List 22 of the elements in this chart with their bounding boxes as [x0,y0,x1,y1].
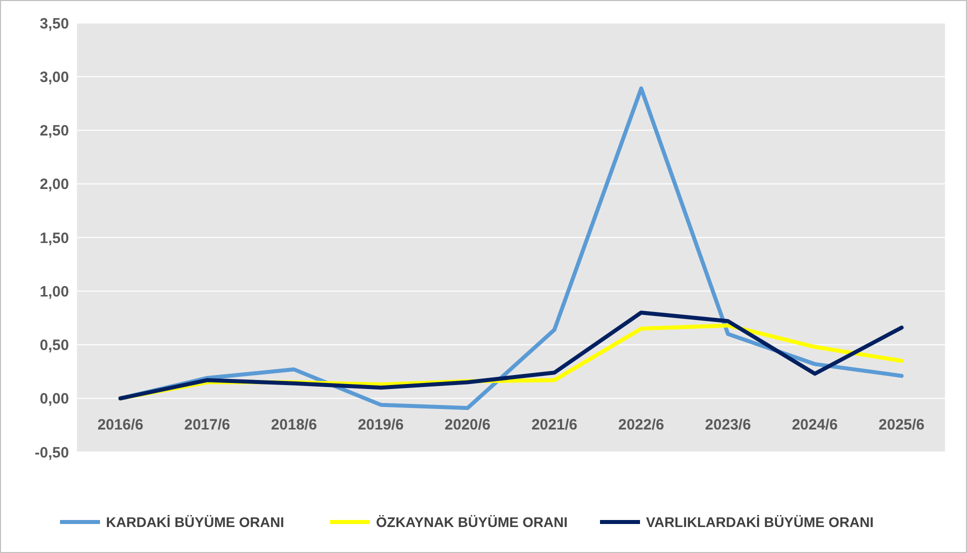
x-tick-label: 2017/6 [184,416,230,434]
x-tick-label: 2025/6 [878,416,925,434]
y-tick-label: 2,50 [40,122,69,140]
x-tick-label: 2018/6 [271,416,317,434]
x-tick-label: 2016/6 [97,416,144,434]
y-tick-label: 3,50 [40,15,69,32]
x-tick-label: 2022/6 [618,416,664,434]
x-tick-label: 2021/6 [531,416,578,434]
x-tick-label: 2024/6 [792,416,838,434]
y-tick-label: 2,00 [40,176,69,194]
y-tick-label: 0,00 [40,390,69,408]
y-tick-label: 1,00 [40,283,69,300]
x-tick-label: 2019/6 [358,416,404,434]
y-tick-label: 3,00 [40,68,69,86]
y-tick-label: -0,50 [34,444,69,462]
legend-label: ÖZKAYNAK BÜYÜME ORANI [376,514,568,530]
legend-label: KARDAKİ BÜYÜME ORANI [106,514,284,530]
x-tick-label: 2023/6 [705,416,751,434]
y-tick-label: 1,50 [40,230,69,247]
y-tick-label: 0,50 [40,337,69,354]
x-tick-label: 2020/6 [444,416,491,434]
legend-label: VARLIKLARDAKİ BÜYÜME ORANI [646,514,874,530]
